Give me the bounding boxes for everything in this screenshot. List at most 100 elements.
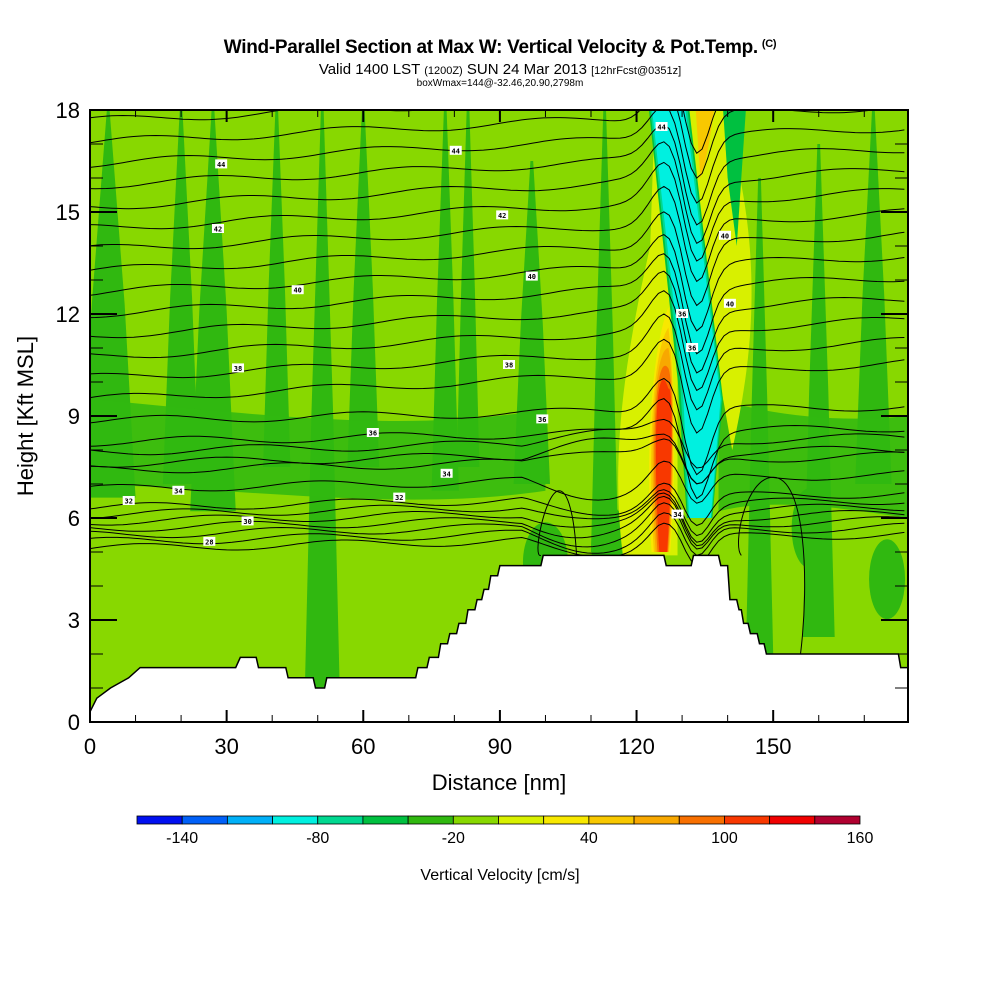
downdraft-lobe [869, 539, 906, 620]
contour-label-bg [503, 360, 516, 369]
contour-label: 40 [525, 271, 538, 281]
contour-label-text: 34 [442, 470, 450, 478]
contour-label-text: 38 [234, 365, 242, 373]
theta-contour [90, 502, 905, 550]
copyright-mark: (C) [761, 38, 777, 50]
colorbar-title: Vertical Velocity [cm/s] [420, 867, 579, 884]
theta-contour [90, 110, 905, 204]
theta-contour [90, 234, 905, 332]
theta-contour [90, 460, 905, 504]
y-tick-label: 3 [68, 608, 80, 633]
colorbar-swatch [588, 815, 635, 825]
theta-contour [90, 270, 905, 374]
updraft-band [263, 110, 291, 467]
contour-label-bg [676, 309, 689, 318]
contour-label: 44 [215, 159, 228, 169]
contour-label-text: 30 [243, 518, 251, 526]
contour-label-bg [718, 230, 731, 240]
colorbar-swatch [769, 815, 816, 825]
downdraft-lobe [791, 488, 828, 569]
contour-label: 40 [718, 230, 731, 240]
theta-contours [90, 110, 905, 655]
theta-contour [90, 489, 905, 537]
colorbar-swatch [272, 815, 319, 825]
theta-contour [90, 433, 905, 485]
contour-label-text: 40 [293, 287, 301, 295]
theta-contour [90, 290, 905, 392]
contour-label: 44 [655, 122, 668, 132]
contour-label: 34 [172, 485, 185, 495]
colorbar: -140 -80 -20 40 100 160 [136, 815, 874, 847]
contour-label: 42 [211, 224, 224, 234]
colorbar-tick-label: 100 [711, 830, 738, 847]
contour-label-text: 40 [726, 300, 734, 308]
forecast-info: [12hrFcst@0351z] [591, 65, 682, 77]
contour-label-bg [172, 485, 185, 495]
contour-label-bg [723, 298, 736, 308]
colorbar-swatch [136, 815, 183, 825]
contour-label: 34 [671, 509, 684, 519]
y-tick-label: 12 [56, 302, 80, 327]
contour-label-text: 44 [452, 147, 460, 155]
contour-label-bg [496, 210, 509, 220]
x-tick-label: 150 [755, 734, 792, 759]
updraft-band [431, 110, 459, 491]
theta-contour [90, 398, 905, 500]
colorbar-tick-label: 160 [847, 830, 874, 847]
theta-contour [90, 377, 905, 476]
theta-contour [90, 110, 876, 179]
contour-label-text: 36 [538, 416, 546, 424]
colorbar-swatch [678, 815, 725, 825]
contour-label-bg [211, 224, 224, 233]
contour-label-bg [525, 271, 538, 281]
contour-label-bg [671, 509, 684, 519]
contour-label: 42 [496, 210, 509, 220]
colorbar-swatch [814, 815, 861, 825]
colorbar-tick-label: -20 [442, 830, 465, 847]
contour-label-bg [232, 363, 245, 373]
contour-label-bg [449, 145, 462, 155]
contour-label: 44 [449, 145, 462, 155]
contour-label-bg [366, 428, 379, 437]
terrain [90, 554, 908, 722]
contour-label: 32 [393, 492, 406, 502]
theta-contour [90, 492, 905, 543]
contour-label: 38 [503, 360, 516, 370]
contour-label-text: 42 [498, 212, 506, 220]
contour-label-text: 34 [174, 487, 182, 495]
box-wmax-info: boxWmax=144@-32.46,20.90,2798m [416, 78, 584, 89]
valid-date: SUN 24 Mar 2013 [466, 61, 587, 78]
colorbar-swatch [452, 815, 499, 825]
theta-contour [90, 123, 905, 226]
colorbar-swatch [724, 815, 771, 825]
utc-time: (1200Z) [424, 65, 463, 77]
y-tick-label: 15 [56, 200, 80, 225]
contour-label: 40 [291, 285, 304, 295]
contour-label-text: 44 [217, 161, 225, 169]
contour-label: 28 [203, 536, 216, 546]
x-tick-label: 90 [488, 734, 512, 759]
colorbar-swatch [317, 815, 364, 825]
updraft-band [513, 161, 551, 484]
x-tick-label: 0 [84, 734, 96, 759]
contour-label-bg [393, 492, 406, 502]
theta-contour [738, 476, 806, 655]
contour-label-bg [203, 536, 216, 546]
colorbar-swatch [181, 815, 228, 825]
downdraft-band [723, 110, 746, 246]
colorbar-tick-label: 40 [580, 830, 598, 847]
colorbar-swatch [633, 815, 680, 825]
y-tick-label: 9 [68, 404, 80, 429]
contour-label: 32 [122, 496, 135, 506]
contour-label: 34 [440, 468, 453, 478]
y-tick-label: 18 [56, 98, 80, 123]
contour-label-bg [655, 122, 668, 131]
updraft-band [456, 110, 480, 467]
theta-contour [90, 482, 905, 527]
contour-label-bg [291, 285, 304, 295]
colorbar-swatch [362, 815, 409, 825]
y-axis-title: Height [Kft MSL] [13, 336, 38, 496]
theta-contour [90, 313, 905, 411]
x-tick-label: 120 [618, 734, 655, 759]
